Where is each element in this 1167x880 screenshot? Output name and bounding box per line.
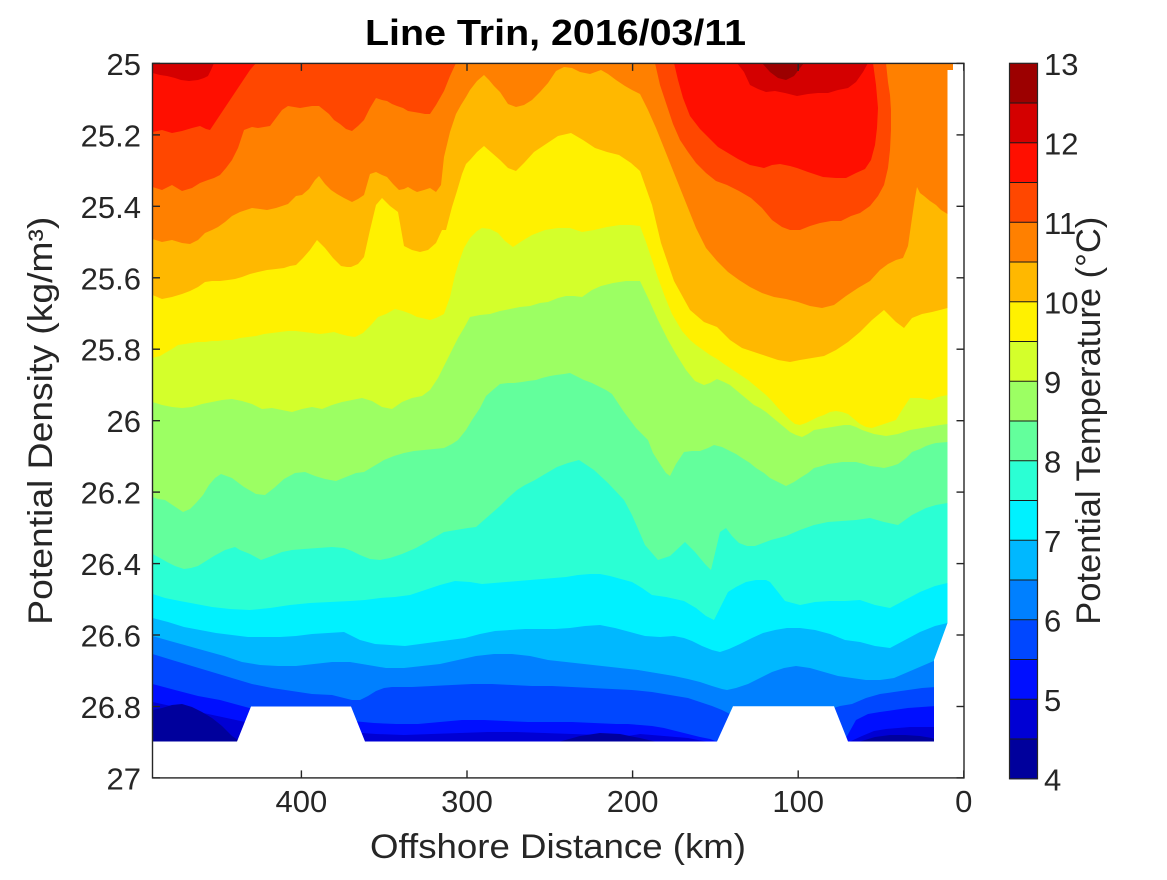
- svg-text:Potential Density (kg/m³): Potential Density (kg/m³): [22, 217, 60, 625]
- svg-text:0: 0: [955, 784, 972, 819]
- svg-text:7: 7: [1044, 524, 1061, 559]
- svg-text:11: 11: [1044, 206, 1076, 241]
- svg-text:26: 26: [107, 404, 141, 439]
- svg-text:200: 200: [607, 784, 659, 819]
- svg-text:27: 27: [107, 761, 141, 796]
- svg-text:25.8: 25.8: [81, 333, 141, 368]
- svg-text:300: 300: [441, 784, 493, 819]
- svg-text:6: 6: [1044, 603, 1061, 638]
- svg-text:25.2: 25.2: [81, 118, 141, 153]
- svg-text:12: 12: [1044, 126, 1078, 161]
- svg-text:Potential Temperature (°C): Potential Temperature (°C): [1070, 217, 1108, 625]
- svg-text:Offshore Distance (km): Offshore Distance (km): [370, 828, 746, 866]
- svg-text:8: 8: [1044, 444, 1061, 479]
- svg-text:9: 9: [1044, 365, 1061, 400]
- svg-text:5: 5: [1044, 683, 1061, 718]
- svg-text:25: 25: [107, 47, 141, 82]
- svg-text:25.6: 25.6: [81, 261, 141, 296]
- svg-text:10: 10: [1044, 285, 1078, 320]
- svg-text:26.4: 26.4: [81, 547, 141, 582]
- svg-text:4: 4: [1044, 762, 1061, 797]
- svg-text:26.6: 26.6: [81, 619, 141, 654]
- svg-text:26.8: 26.8: [81, 690, 141, 725]
- svg-text:26.2: 26.2: [81, 476, 141, 511]
- svg-text:400: 400: [276, 784, 328, 819]
- svg-text:Line Trin, 2016/03/11: Line Trin, 2016/03/11: [365, 12, 746, 53]
- svg-text:13: 13: [1044, 47, 1078, 82]
- svg-text:100: 100: [772, 784, 824, 819]
- svg-text:25.4: 25.4: [81, 190, 141, 225]
